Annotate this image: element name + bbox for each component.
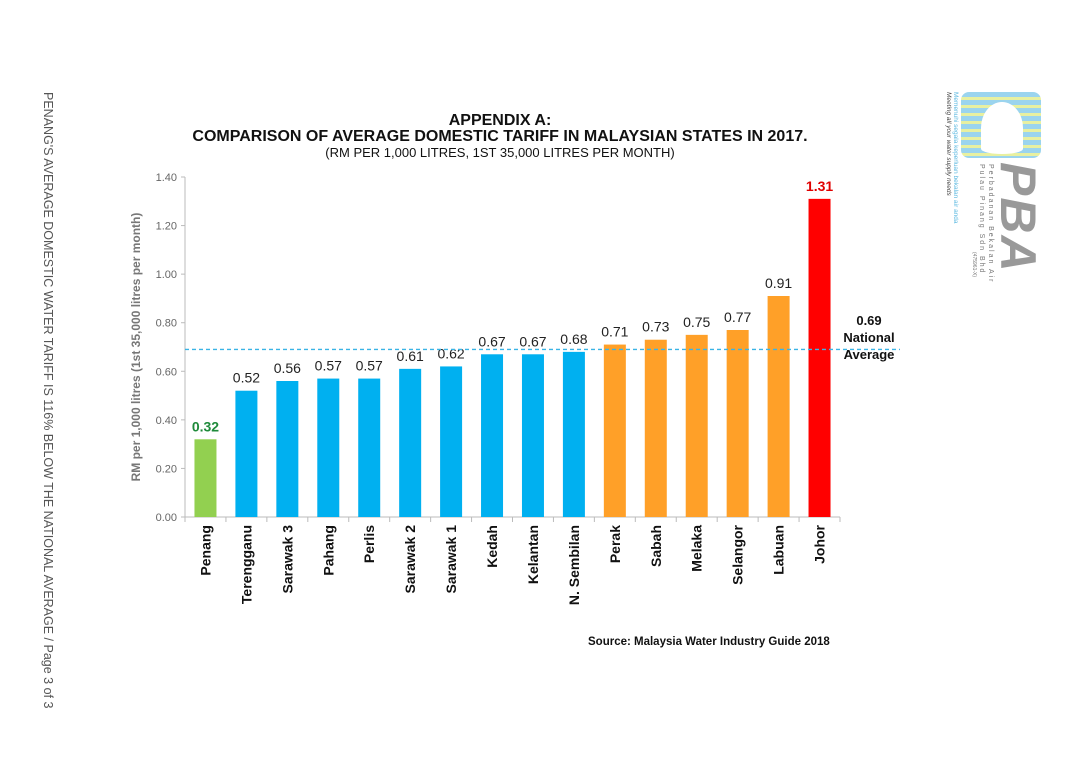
bar-johor: [808, 198, 831, 517]
category-label: Penang: [197, 525, 213, 576]
category-label: Sabah: [648, 525, 664, 567]
data-label: 0.62: [437, 345, 464, 361]
national-average-label: Average: [844, 347, 895, 362]
y-tick-label: 0.40: [156, 415, 177, 427]
chart-title-block: APPENDIX A: COMPARISON OF AVERAGE DOMEST…: [0, 113, 1000, 161]
category-label: Perak: [607, 525, 623, 563]
category-label: Perlis: [361, 525, 377, 563]
data-label: 0.68: [560, 331, 587, 347]
category-label: Kelantan: [525, 525, 541, 584]
bar-terengganu: [235, 390, 258, 517]
bar-kelantan: [521, 354, 544, 517]
y-tick-label: 0.20: [156, 463, 177, 475]
category-label: Selangor: [730, 524, 746, 584]
data-label: 0.61: [397, 348, 424, 364]
y-tick-label: 1.00: [156, 269, 177, 281]
bar-kedah: [481, 354, 504, 517]
data-label: 0.67: [519, 333, 546, 349]
category-label: Pahang: [320, 525, 336, 576]
category-label: Sarawak 3: [279, 525, 295, 594]
y-tick-label: 0.80: [156, 318, 177, 330]
data-label: 0.71: [601, 324, 628, 340]
category-label: N. Sembilan: [566, 525, 582, 605]
source-note: Source: Malaysia Water Industry Guide 20…: [588, 636, 830, 648]
bar-n-sembilan: [562, 351, 585, 517]
y-tick-label: 0.60: [156, 366, 177, 378]
y-tick-label: 1.20: [156, 221, 177, 233]
chart-subtitle-units: (RM PER 1,000 LITRES, 1ST 35,000 LITRES …: [325, 145, 675, 160]
bar-sarawak-2: [399, 368, 422, 517]
bar-selangor: [726, 330, 749, 517]
category-label: Johor: [812, 524, 828, 563]
data-label: 0.56: [274, 360, 301, 376]
national-average-label: National: [843, 330, 894, 345]
bar-pahang: [317, 378, 340, 517]
category-label: Melaka: [689, 525, 705, 572]
chart-title: APPENDIX A:: [448, 112, 552, 129]
chart-subtitle: COMPARISON OF AVERAGE DOMESTIC TARIFF IN…: [192, 128, 808, 145]
data-label: 0.57: [356, 358, 383, 374]
category-label: Sarawak 2: [402, 525, 418, 594]
national-average-value: 0.69: [856, 313, 881, 328]
data-label: 0.57: [315, 358, 342, 374]
bar-penang: [194, 439, 217, 517]
data-label: 0.73: [642, 319, 669, 335]
bar-sarawak-1: [440, 366, 463, 517]
category-label: Terengganu: [238, 525, 254, 604]
y-tick-label: 1.40: [156, 172, 177, 184]
bar-melaka: [685, 334, 708, 517]
category-label: Labuan: [771, 525, 787, 575]
y-axis-label: RM per 1,000 litres (1st 35,000 litres p…: [129, 213, 143, 482]
data-label: 0.52: [233, 370, 260, 386]
category-label: Kedah: [484, 525, 500, 568]
category-label: Sarawak 1: [443, 525, 459, 594]
data-label: 1.31: [806, 178, 833, 194]
bar-perak: [603, 344, 626, 517]
data-label: 0.77: [724, 309, 751, 325]
bar-sabah: [644, 339, 667, 517]
y-tick-label: 0.00: [156, 512, 177, 524]
bar-labuan: [767, 296, 790, 517]
data-label: 0.75: [683, 314, 710, 330]
data-label: 0.67: [478, 333, 505, 349]
data-label: 0.32: [192, 418, 219, 434]
bar-sarawak-3: [276, 381, 299, 517]
data-label: 0.91: [765, 275, 792, 291]
bar-perlis: [358, 378, 381, 517]
